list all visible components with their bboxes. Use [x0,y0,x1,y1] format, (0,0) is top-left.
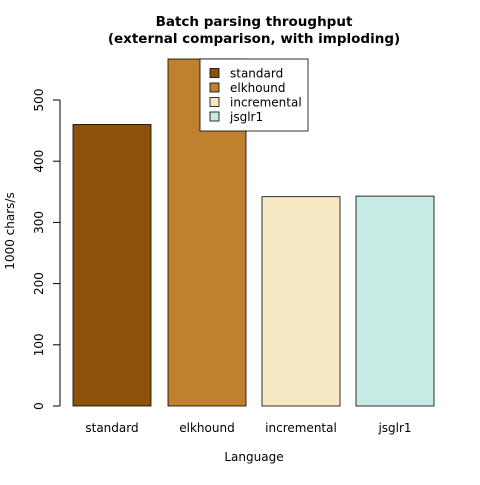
x-tick-label-jsglr1: jsglr1 [377,421,411,435]
chart-title-line-1: Batch parsing throughput [156,14,353,30]
y-axis: 0 100 200 300 400 500 [32,89,61,410]
bar-incremental [261,196,341,407]
y-axis-label: 1000 chars/s [3,192,17,269]
x-axis-label: Language [224,450,283,464]
bar-jsglr1 [355,195,435,407]
legend-label-standard: standard [230,67,283,81]
legend-swatch-jsglr1 [209,111,220,122]
y-tick-label-200: 200 [32,272,46,295]
legend-swatch-elkhound [209,82,220,93]
y-tick-label-100: 100 [32,333,46,356]
bar-standard [72,124,152,407]
x-tick-label-elkhound: elkhound [179,421,234,435]
y-tick-label-0: 0 [32,402,46,410]
x-tick-labels: standard elkhound incremental jsglr1 [85,421,411,435]
x-tick-label-incremental: incremental [265,421,337,435]
chart-title-line-2: (external comparison, with imploding) [108,31,400,47]
y-tick-label-500: 500 [32,89,46,112]
x-tick-label-standard: standard [85,421,138,435]
legend-label-incremental: incremental [230,96,302,110]
legend-swatch-incremental [209,97,220,107]
y-tick-label-300: 300 [32,211,46,234]
legend-label-elkhound: elkhound [230,81,285,95]
legend-swatch-standard [209,68,220,78]
y-tick-label-400: 400 [32,150,46,173]
legend-label-jsglr1: jsglr1 [229,110,263,124]
